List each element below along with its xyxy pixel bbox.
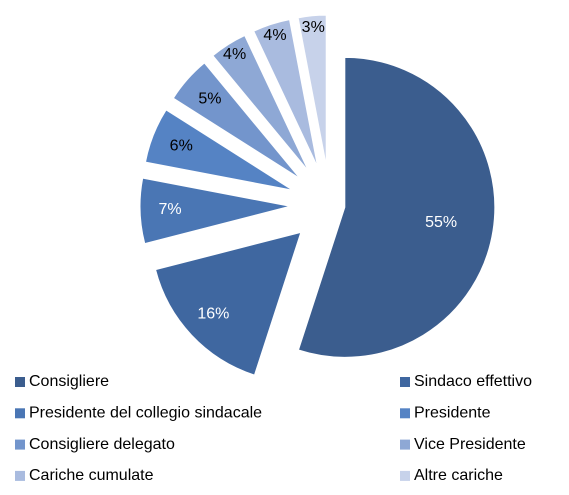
legend-swatch: [400, 408, 410, 419]
pie-slice: [139, 177, 291, 245]
slice-label: 6%: [170, 137, 193, 154]
pie-slice: [212, 34, 310, 172]
legend-swatch: [400, 439, 410, 450]
pie-slice: [297, 56, 496, 358]
legend-label: Presidente: [414, 405, 491, 422]
legend-label: Presidente del collegio sindacale: [29, 405, 262, 422]
legend-swatch: [15, 408, 25, 419]
legend-label: Altre cariche: [414, 467, 503, 484]
legend-swatch: [15, 470, 25, 481]
slice-label: 4%: [223, 46, 246, 63]
legend-swatch: [400, 470, 410, 481]
slice-label: 5%: [198, 90, 221, 107]
slice-label: 4%: [263, 27, 286, 44]
legend-label: Consigliere: [29, 373, 109, 390]
legend-swatch: [15, 377, 25, 387]
legend-swatch: [400, 377, 410, 387]
legend-label: Consigliere delegato: [29, 436, 175, 453]
slice-label: 7%: [159, 201, 182, 218]
slice-label: 3%: [302, 19, 325, 36]
legend-label: Sindaco effettivo: [414, 373, 532, 390]
slice-label: 16%: [197, 306, 229, 323]
pie-slice: [253, 19, 319, 168]
pie-slice: [144, 109, 294, 191]
legend-swatch: [15, 439, 25, 450]
pie-slice: [172, 62, 301, 179]
pie-slice: [297, 14, 327, 166]
pie-slice: [154, 231, 302, 376]
legend-label: Vice Presidente: [414, 436, 526, 453]
slice-label: 55%: [425, 214, 457, 231]
legend-label: Cariche cumulate: [29, 467, 154, 484]
